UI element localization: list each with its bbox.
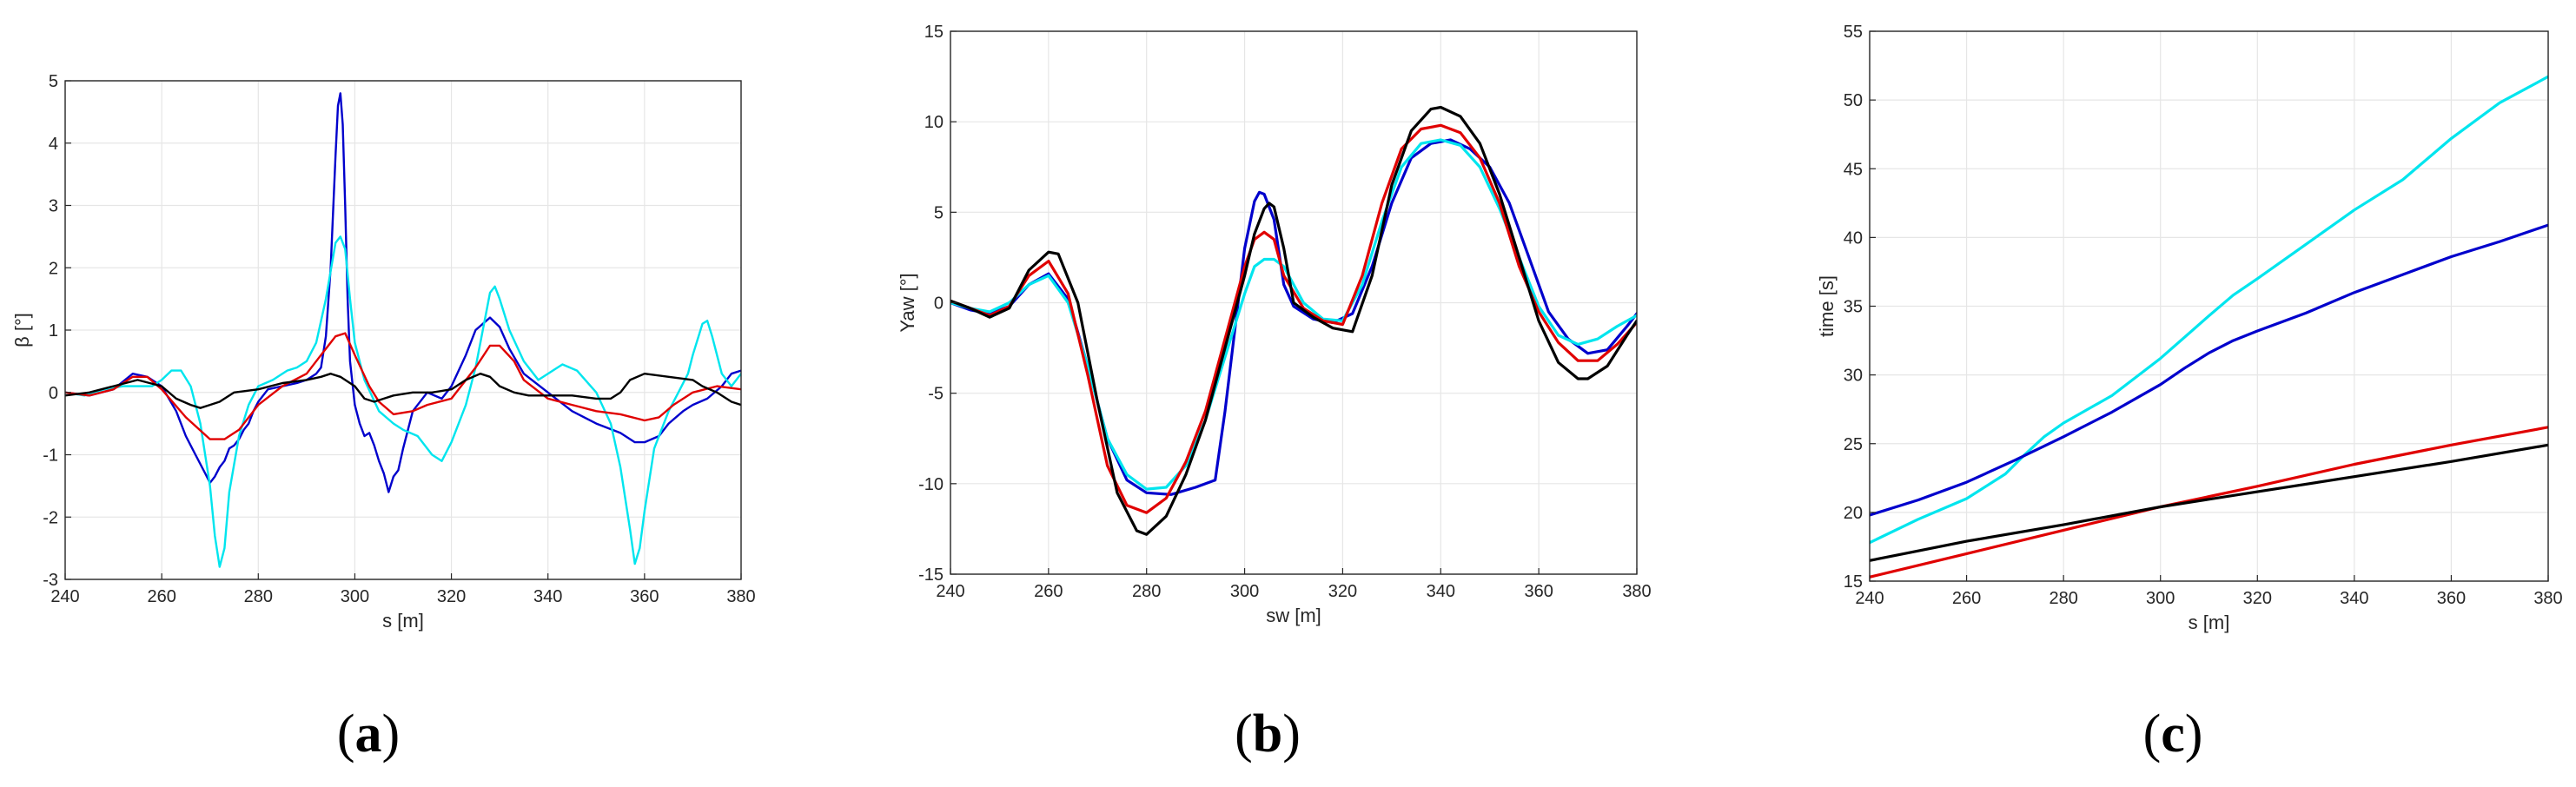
x-tick-label: 280 bbox=[244, 587, 273, 606]
panel-caption: (b) bbox=[1235, 704, 1301, 764]
series-line-1 bbox=[65, 92, 741, 493]
series-line-2 bbox=[1870, 223, 2548, 517]
y-tick-label: 10 bbox=[924, 113, 944, 132]
x-tick-label: 360 bbox=[2437, 589, 2466, 608]
y-axis-label: Yaw [°] bbox=[897, 273, 918, 332]
x-tick-label: 380 bbox=[1622, 582, 1651, 601]
x-tick-label: 360 bbox=[1524, 582, 1553, 601]
y-tick-label: 1 bbox=[49, 321, 58, 341]
series-line-4 bbox=[65, 373, 741, 409]
y-axis-label: β [°] bbox=[11, 313, 33, 347]
y-tick-label: -10 bbox=[918, 475, 944, 494]
y-tick-label: 5 bbox=[49, 72, 58, 91]
x-tick-label: 380 bbox=[726, 587, 755, 606]
y-tick-label: 2 bbox=[49, 259, 58, 278]
x-tick-label: 240 bbox=[936, 582, 964, 601]
x-tick-label: 360 bbox=[630, 587, 659, 606]
x-tick-label: 320 bbox=[437, 587, 466, 606]
y-tick-label: -2 bbox=[43, 508, 58, 527]
y-axis-label: time [s] bbox=[1816, 275, 1838, 337]
x-axis-label: sw [m] bbox=[1266, 605, 1321, 626]
x-tick-label: 380 bbox=[2533, 589, 2562, 608]
x-tick-label: 340 bbox=[2340, 589, 2368, 608]
x-axis-label: s [m] bbox=[382, 610, 424, 632]
y-tick-label: 25 bbox=[1844, 435, 1863, 454]
y-tick-label: 50 bbox=[1844, 91, 1863, 110]
series-group bbox=[1870, 75, 2548, 579]
x-tick-label: 320 bbox=[1328, 582, 1357, 601]
series-line-4 bbox=[1870, 443, 2548, 562]
y-tick-label: 35 bbox=[1844, 298, 1863, 317]
series-line-2 bbox=[65, 235, 741, 568]
y-tick-label: 5 bbox=[934, 203, 944, 222]
y-tick-label: 3 bbox=[49, 197, 58, 216]
series-group bbox=[950, 105, 1637, 536]
series-line-1 bbox=[1870, 75, 2548, 545]
chart-panel-a: 240 260 280 300 320 340 360 380 -3 -2 -1 0 1 2 3 4 5 s [m… bbox=[11, 72, 756, 764]
y-tick-label: -1 bbox=[43, 446, 58, 466]
x-tick-label: 280 bbox=[1132, 582, 1161, 601]
y-tick-label: 20 bbox=[1844, 504, 1863, 523]
y-tick-label: 15 bbox=[924, 23, 944, 42]
series-line-3 bbox=[1870, 426, 2548, 579]
series-group bbox=[65, 92, 741, 568]
x-tick-label: 300 bbox=[1230, 582, 1259, 601]
chart-panel-c: 240 260 280 300 320 340 360 380 15 20 25 30 35 40 45 50… bbox=[1816, 23, 2563, 764]
x-tick-label: 340 bbox=[533, 587, 562, 606]
x-tick-label: 300 bbox=[341, 587, 369, 606]
x-tick-label: 260 bbox=[147, 587, 175, 606]
series-line-3 bbox=[65, 332, 741, 440]
panel-caption: (a) bbox=[337, 704, 400, 764]
y-tick-label: 55 bbox=[1844, 23, 1863, 42]
y-tick-label: 15 bbox=[1844, 572, 1863, 592]
y-tick-label: 4 bbox=[49, 135, 58, 154]
x-tick-label: 240 bbox=[1855, 589, 1884, 608]
x-tick-label: 260 bbox=[1034, 582, 1063, 601]
y-tick-label: 0 bbox=[49, 384, 58, 403]
series-line-3 bbox=[950, 123, 1637, 514]
y-tick-label: 30 bbox=[1844, 367, 1863, 386]
x-tick-label: 260 bbox=[1952, 589, 1981, 608]
y-tick-label: 40 bbox=[1844, 228, 1863, 248]
y-tick-label: -15 bbox=[918, 565, 944, 585]
x-tick-label: 320 bbox=[2243, 589, 2272, 608]
x-tick-label: 280 bbox=[2049, 589, 2077, 608]
y-tick-label: -5 bbox=[928, 385, 944, 404]
y-tick-label: -3 bbox=[43, 571, 58, 590]
x-axis-label: s [m] bbox=[2189, 612, 2230, 633]
y-tick-label: 0 bbox=[934, 294, 944, 314]
y-tick-label: 45 bbox=[1844, 160, 1863, 179]
chart-panel-b: 240 260 280 300 320 340 360 380 -15 -10 -5 0 5 10 15 sw… bbox=[897, 23, 1652, 764]
x-tick-label: 300 bbox=[2146, 589, 2175, 608]
series-line-4 bbox=[950, 105, 1637, 536]
x-tick-label: 240 bbox=[50, 587, 79, 606]
panel-caption: (c) bbox=[2143, 704, 2203, 764]
x-tick-label: 340 bbox=[1427, 582, 1455, 601]
